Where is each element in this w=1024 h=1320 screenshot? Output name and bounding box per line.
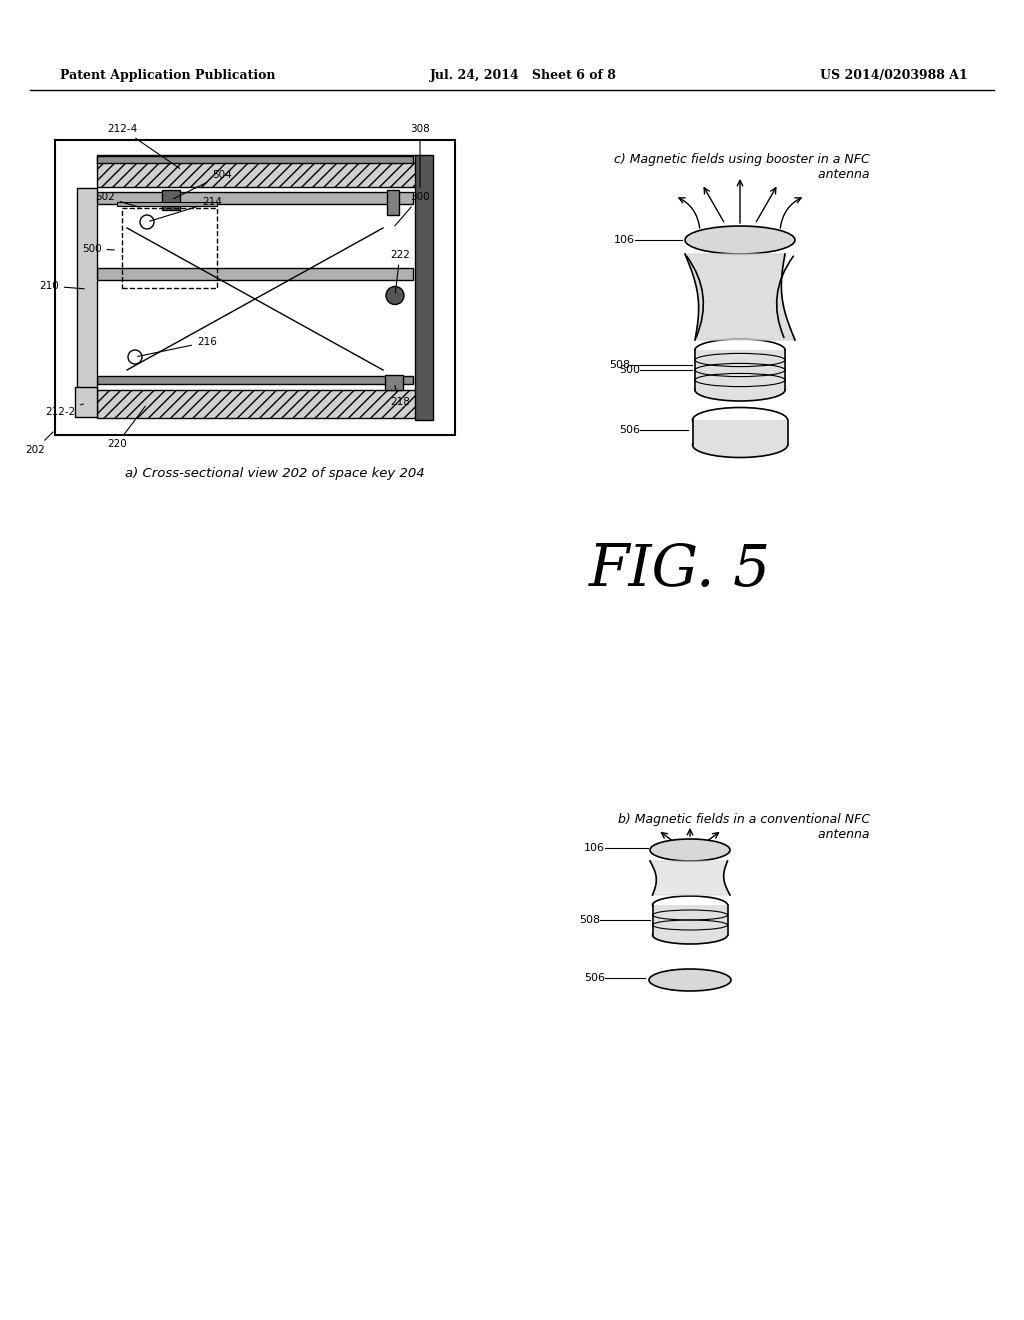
- Bar: [162, 190, 180, 210]
- Text: 506: 506: [618, 425, 640, 436]
- Text: US 2014/0203988 A1: US 2014/0203988 A1: [820, 69, 968, 82]
- Bar: [117, 202, 217, 206]
- Text: FIG. 5: FIG. 5: [589, 541, 771, 598]
- Ellipse shape: [652, 927, 727, 944]
- Text: 106: 106: [584, 843, 605, 853]
- Text: a) Cross-sectional view 202 of space key 204: a) Cross-sectional view 202 of space key…: [125, 466, 425, 479]
- Text: 202: 202: [25, 432, 53, 455]
- Text: b) Magnetic fields in a conventional NFC: b) Magnetic fields in a conventional NFC: [617, 813, 870, 826]
- Bar: [387, 190, 399, 215]
- Ellipse shape: [650, 840, 730, 861]
- Text: 212-4: 212-4: [106, 124, 179, 169]
- Bar: [97, 156, 413, 162]
- Text: 210: 210: [39, 281, 84, 290]
- Bar: [692, 420, 787, 445]
- Circle shape: [386, 286, 404, 305]
- Bar: [55, 140, 455, 436]
- Text: antenna: antenna: [803, 169, 870, 181]
- Polygon shape: [685, 253, 795, 341]
- Bar: [695, 350, 785, 389]
- Text: 504: 504: [173, 170, 231, 199]
- Bar: [652, 906, 727, 935]
- Ellipse shape: [652, 896, 727, 913]
- Text: 222: 222: [390, 249, 410, 293]
- Bar: [97, 268, 413, 280]
- Ellipse shape: [695, 339, 785, 360]
- Polygon shape: [650, 861, 730, 895]
- Bar: [122, 209, 217, 288]
- Text: 308: 308: [411, 124, 430, 187]
- Bar: [97, 191, 413, 205]
- Circle shape: [140, 215, 154, 228]
- Ellipse shape: [695, 379, 785, 401]
- Text: Patent Application Publication: Patent Application Publication: [60, 69, 275, 82]
- Ellipse shape: [692, 408, 787, 433]
- Text: 214: 214: [150, 197, 222, 222]
- Text: 106: 106: [614, 235, 635, 246]
- Bar: [75, 387, 97, 417]
- Ellipse shape: [685, 226, 795, 253]
- Text: Jul. 24, 2014   Sheet 6 of 8: Jul. 24, 2014 Sheet 6 of 8: [430, 69, 616, 82]
- Text: c) Magnetic fields using booster in a NFC: c) Magnetic fields using booster in a NF…: [614, 153, 870, 166]
- Text: antenna: antenna: [803, 829, 870, 842]
- Text: 216: 216: [137, 337, 217, 356]
- Circle shape: [128, 350, 142, 364]
- Ellipse shape: [649, 969, 731, 991]
- Bar: [97, 376, 413, 384]
- Text: 220: 220: [106, 407, 145, 449]
- Text: 508: 508: [579, 915, 600, 925]
- Bar: [385, 375, 403, 389]
- Bar: [97, 154, 417, 187]
- Text: 300: 300: [395, 191, 430, 226]
- Text: 508: 508: [609, 360, 630, 370]
- Text: 500: 500: [82, 244, 115, 253]
- Bar: [77, 187, 97, 389]
- Bar: [415, 154, 433, 420]
- Text: 218: 218: [390, 385, 410, 407]
- Bar: [97, 389, 417, 418]
- Text: 506: 506: [584, 973, 605, 983]
- Text: 502: 502: [95, 191, 139, 207]
- Ellipse shape: [692, 433, 787, 458]
- Text: 500: 500: [618, 366, 640, 375]
- Text: 212-2: 212-2: [45, 404, 83, 417]
